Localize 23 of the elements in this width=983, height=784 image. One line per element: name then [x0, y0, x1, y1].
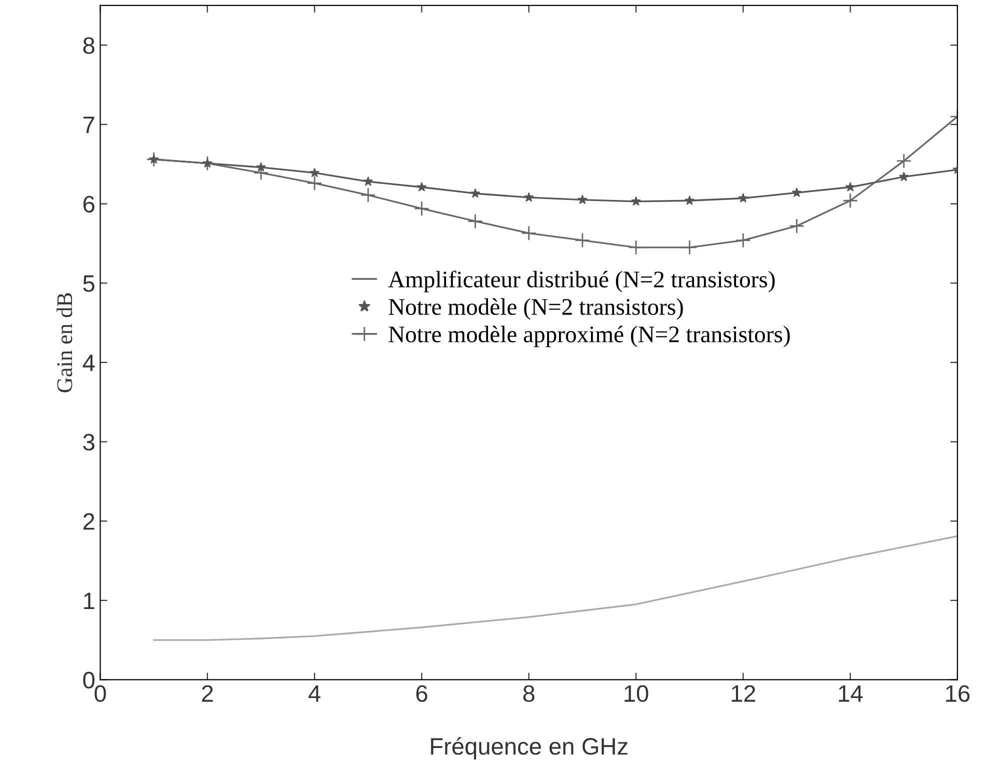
y-tick-label: 8 [83, 37, 94, 54]
y-axis-title: Gain en dB [56, 293, 72, 392]
x-tick-label: 8 [523, 685, 534, 702]
y-tick-label: 5 [83, 275, 94, 292]
x-tick-label: 10 [624, 685, 648, 702]
y-tick-label: 4 [82, 354, 95, 371]
x-tick-label: 4 [308, 685, 320, 702]
y-tick-label: 0 [83, 672, 94, 689]
x-tick-label: 0 [94, 685, 106, 702]
x-tick-label: 6 [416, 685, 428, 702]
y-tick-label: 6 [83, 196, 94, 213]
x-tick-label: 16 [946, 685, 970, 702]
x-tick-label: 2 [202, 685, 213, 702]
legend-label: Notre modèle (N=2 transistors) [388, 298, 683, 320]
y-tick-label: 1 [84, 592, 94, 609]
x-tick-label: 12 [732, 685, 756, 702]
legend-label: Notre modèle approximé (N=2 transistors) [388, 326, 790, 348]
y-tick-label: 7 [83, 116, 94, 134]
legend-label: Amplificateur distribué (N=2 transistors) [388, 270, 775, 292]
y-tick-label: 2 [83, 513, 94, 530]
x-tick-label: 14 [838, 685, 863, 702]
x-axis-title: Fréquence en GHz [431, 737, 628, 760]
y-tick-label: 3 [83, 434, 94, 451]
